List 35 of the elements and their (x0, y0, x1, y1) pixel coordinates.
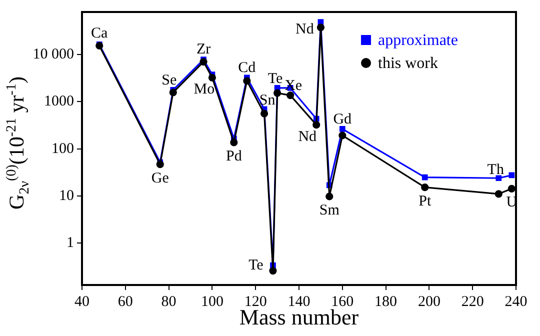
annotation: Te (268, 70, 284, 87)
y-tick-label: 10 (59, 188, 74, 204)
y-tick-label: 1 (66, 235, 74, 252)
legend-label: this work (378, 55, 438, 72)
y-tick-label: 1000 (44, 94, 74, 110)
annotation: Gd (333, 111, 352, 128)
x-tick-label: 240 (504, 294, 528, 310)
annotation: Ca (91, 26, 108, 42)
annotation: Te (248, 258, 264, 274)
x-tick-label: 80 (161, 294, 176, 310)
y-tick-label: 100 (52, 140, 74, 157)
annotation: Pt (418, 193, 432, 210)
annotation: Se (162, 72, 177, 88)
annotation: Th (487, 162, 504, 178)
x-tick-label: 200 (418, 294, 440, 310)
legend-label: approximate (378, 32, 458, 50)
annotation: Nd (298, 128, 318, 145)
x-tick-label: 180 (374, 294, 398, 310)
x-tick-label: 120 (244, 294, 267, 310)
annotation: Sn (259, 92, 276, 109)
annotation: Ge (151, 170, 170, 186)
annotation: Pd (226, 148, 242, 164)
x-tick-label: 40 (74, 294, 90, 310)
annotation: Cd (238, 60, 256, 76)
annotation: Nd (296, 21, 314, 38)
x-tick-label: 100 (200, 294, 224, 310)
annotation: Sm (319, 202, 340, 218)
x-tick-label: 140 (288, 294, 310, 310)
x-tick-label: 160 (331, 294, 354, 310)
y-tick-label: 10 000 (32, 46, 74, 63)
x-tick-label: 60 (118, 294, 133, 310)
annotation: Zr (196, 42, 211, 58)
annotation: Xe (284, 78, 302, 94)
annotation: Mo (194, 82, 215, 98)
x-tick-label: 220 (461, 294, 484, 310)
